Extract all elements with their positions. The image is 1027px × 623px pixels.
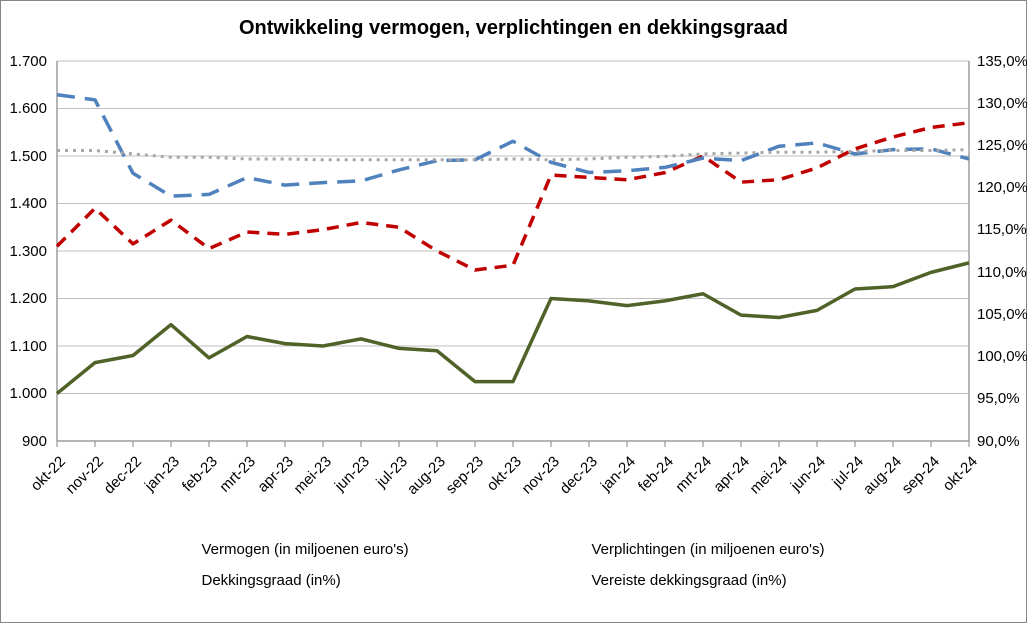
y-left-label: 900 — [22, 433, 47, 450]
y-left-label: 1.700 — [9, 53, 47, 70]
chart-title: Ontwikkeling vermogen, verplichtingen en… — [1, 17, 1026, 40]
y-left-label: 1.000 — [9, 385, 47, 402]
y-left-label: 1.200 — [9, 290, 47, 307]
y-right-label: 115,0% — [977, 221, 1027, 238]
series-dekkingsgraad — [57, 95, 969, 196]
legend-label-verplichtingen: Verplichtingen (in miljoenen euro's) — [592, 541, 825, 558]
y-left-label: 1.400 — [9, 195, 47, 212]
y-left-label: 1.100 — [9, 338, 47, 355]
legend-label-vermogen: Vermogen (in miljoenen euro's) — [202, 541, 409, 558]
chart-container: Ontwikkeling vermogen, verplichtingen en… — [0, 0, 1027, 623]
y-left-label: 1.300 — [9, 243, 47, 260]
legend-swatch-vereiste — [534, 579, 582, 583]
y-right-label: 110,0% — [977, 264, 1027, 281]
y-right-label: 120,0% — [977, 179, 1027, 196]
legend: Vermogen (in miljoenen euro's) Verplichti… — [1, 541, 1026, 589]
y-right-label: 125,0% — [977, 137, 1027, 154]
y-right-label: 135,0% — [977, 53, 1027, 70]
y-right-label: 100,0% — [977, 348, 1027, 365]
legend-swatch-dekkingsgraad — [144, 579, 192, 583]
series-vereiste — [57, 150, 969, 160]
legend-swatch-verplichtingen — [534, 548, 582, 552]
y-right-label: 95,0% — [977, 390, 1020, 407]
legend-swatch-vermogen — [144, 548, 192, 552]
legend-item-dekkingsgraad: Dekkingsgraad (in%) — [124, 572, 514, 589]
plot-svg — [57, 61, 969, 441]
y-left-label: 1.500 — [9, 148, 47, 165]
legend-label-vereiste: Vereiste dekkingsgraad (in%) — [592, 572, 787, 589]
series-verplichtingen — [57, 263, 969, 394]
legend-item-vermogen: Vermogen (in miljoenen euro's) — [124, 541, 514, 558]
y-right-label: 105,0% — [977, 306, 1027, 323]
legend-item-vereiste: Vereiste dekkingsgraad (in%) — [514, 572, 904, 589]
legend-label-dekkingsgraad: Dekkingsgraad (in%) — [202, 572, 341, 589]
plot-area — [57, 61, 969, 441]
y-left-label: 1.600 — [9, 100, 47, 117]
series-vermogen — [57, 123, 969, 270]
y-right-label: 130,0% — [977, 95, 1027, 112]
y-right-label: 90,0% — [977, 433, 1020, 450]
legend-item-verplichtingen: Verplichtingen (in miljoenen euro's) — [514, 541, 904, 558]
